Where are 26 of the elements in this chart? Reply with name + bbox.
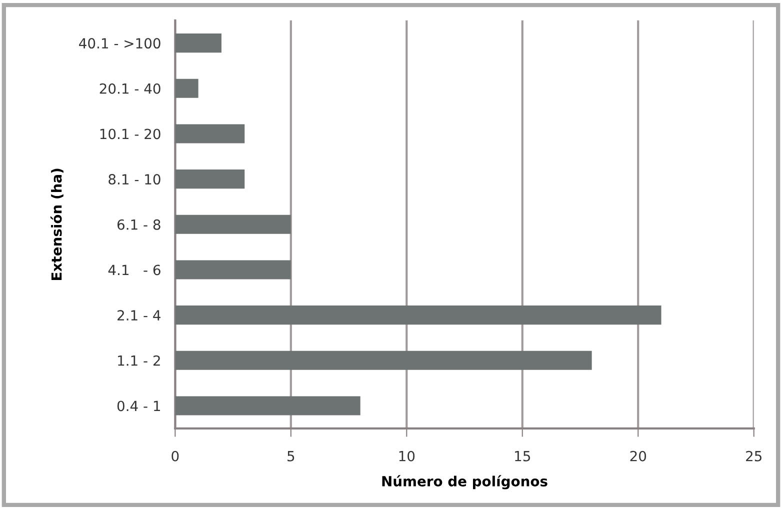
y-tick-label: 4.1 - 6 bbox=[108, 264, 160, 276]
x-axis-title: Número de polígonos bbox=[382, 475, 548, 490]
bar bbox=[175, 260, 291, 280]
bar bbox=[175, 214, 291, 234]
y-axis-title: Extensión (ha) bbox=[50, 168, 64, 280]
x-tick-label: 15 bbox=[515, 451, 530, 462]
y-tick-label: 6.1 - 8 bbox=[117, 219, 160, 230]
bar bbox=[175, 396, 360, 416]
y-tick-label: 0.4 - 1 bbox=[117, 400, 160, 412]
x-tick-label: 10 bbox=[399, 450, 415, 462]
bar bbox=[175, 78, 198, 98]
x-tick-label: 25 bbox=[746, 450, 762, 462]
y-tick-label: 8.1 - 10 bbox=[108, 174, 160, 185]
bar bbox=[175, 350, 592, 370]
bar bbox=[175, 34, 222, 53]
bar bbox=[175, 306, 662, 325]
y-tick-label: 1.1 - 2 bbox=[118, 355, 160, 366]
bar bbox=[175, 170, 245, 189]
x-tick-label: 20 bbox=[630, 450, 646, 462]
y-tick-label: 40.1 - >100 bbox=[79, 38, 160, 49]
y-tick-label: 2.1 - 4 bbox=[118, 310, 161, 320]
x-tick-label: 5 bbox=[288, 451, 294, 462]
y-tick-label: 20.1 - 40 bbox=[100, 83, 160, 94]
x-tick-label: 0 bbox=[172, 450, 179, 462]
y-tick-label: 10.1 - 20 bbox=[100, 128, 160, 140]
bar bbox=[175, 124, 245, 144]
